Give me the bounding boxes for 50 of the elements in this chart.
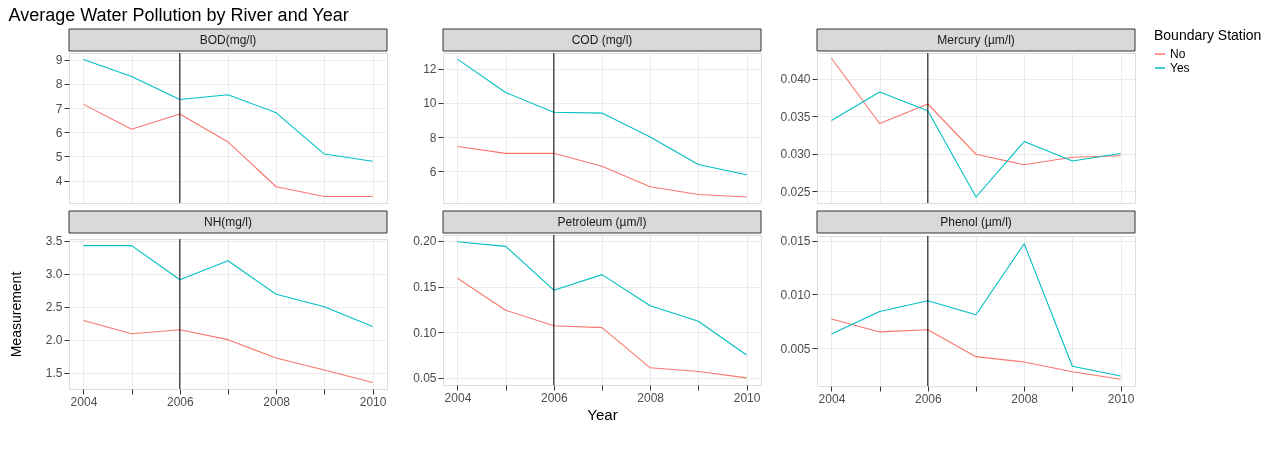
- y-tick-label: 0.20: [413, 234, 437, 249]
- chart-title: Mercury (µm/l): [937, 33, 1015, 47]
- x-tick-label: 2008: [1011, 391, 1039, 406]
- x-tick-label: 2010: [733, 390, 761, 405]
- y-tick-label: 0.15: [413, 280, 437, 295]
- y-tick-label: 0.005: [780, 341, 811, 356]
- y-tick-label: 10: [423, 96, 437, 111]
- y-tick-label: 0.05: [413, 371, 437, 386]
- legend-label: Yes: [1170, 61, 1190, 75]
- y-tick-label: 1.5: [45, 366, 63, 381]
- y-tick-label: 6: [55, 125, 63, 140]
- y-axis-title: Measurement: [7, 271, 24, 358]
- y-tick-label: 3.5: [45, 234, 63, 249]
- y-tick-label: 0.040: [780, 72, 811, 86]
- x-tick-label: 2008: [637, 390, 665, 405]
- y-tick-label: 12: [423, 62, 437, 77]
- y-tick-label: 8: [55, 77, 63, 92]
- text: Average Water Pollution by River and Year: [8, 4, 349, 25]
- y-tick-label: 0.015: [780, 234, 811, 249]
- x-tick-label: 2004: [444, 390, 472, 405]
- y-tick-label: 8: [429, 130, 437, 145]
- x-tick-label: 2008: [263, 394, 291, 409]
- chart-title: BOD(mg/l): [199, 33, 257, 47]
- y-tick-label: 3.0: [45, 267, 63, 282]
- x-axis-title: Year: [587, 405, 618, 423]
- x-tick-label: 2010: [359, 394, 387, 409]
- y-tick-label: 7: [55, 101, 63, 116]
- legend-title: Boundary Station: [1154, 27, 1262, 43]
- y-tick-label: 9: [55, 53, 63, 68]
- y-tick-label: 0.010: [780, 287, 811, 302]
- y-tick-label: 0.030: [780, 147, 811, 161]
- y-tick-label: 0.025: [780, 184, 811, 199]
- y-tick-label: 0.10: [413, 325, 437, 340]
- x-tick-label: 2006: [540, 390, 568, 405]
- y-tick-label: 0.035: [780, 109, 811, 124]
- chart-title: COD (mg/l): [571, 33, 633, 47]
- y-tick-label: 6: [429, 164, 437, 179]
- x-tick-label: 2010: [1107, 391, 1135, 406]
- y-tick-label: 5: [55, 149, 63, 164]
- chart-title: Petroleum (µm/l): [557, 215, 647, 229]
- x-tick-label: 2004: [70, 394, 98, 409]
- y-tick-label: 2.5: [45, 300, 63, 315]
- x-tick-label: 2004: [818, 391, 846, 406]
- y-tick-label: 4: [55, 174, 63, 189]
- legend-label: No: [1170, 47, 1186, 61]
- chart-title: Phenol (µm/l): [940, 215, 1012, 229]
- x-tick-label: 2006: [166, 394, 194, 409]
- x-tick-label: 2006: [914, 391, 942, 406]
- chart-title: NH(mg/l): [204, 215, 252, 229]
- y-tick-label: 2.0: [45, 333, 63, 348]
